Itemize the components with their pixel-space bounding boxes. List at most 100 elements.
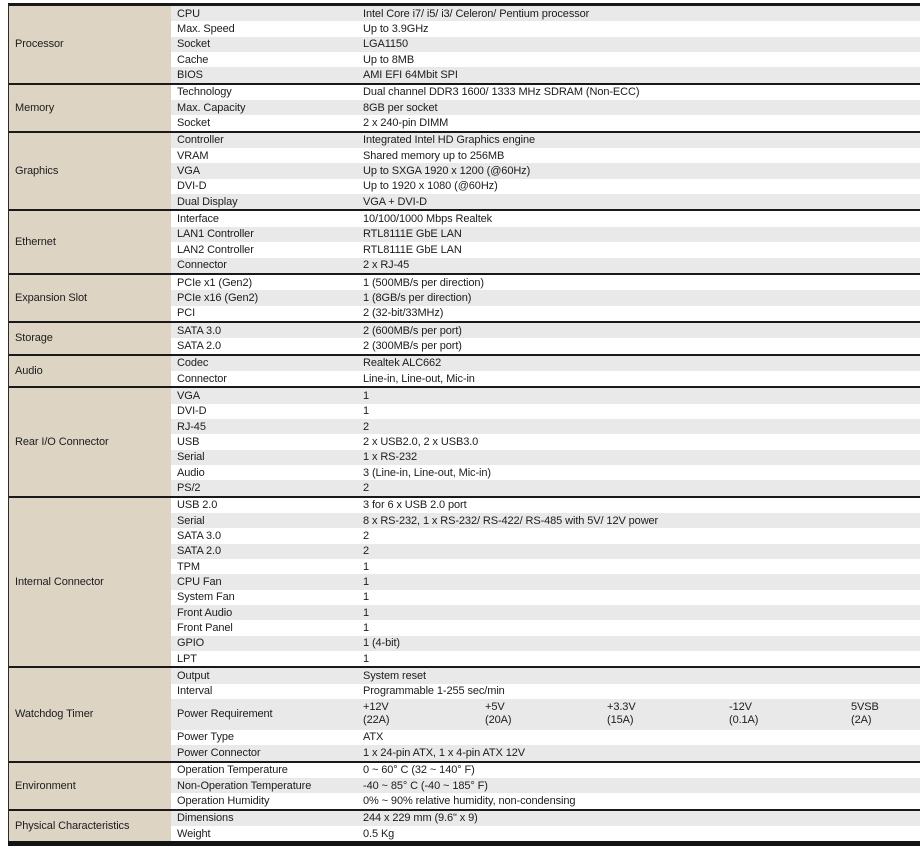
value-cell: 1 xyxy=(363,622,370,635)
category-cell: Expansion Slot xyxy=(9,274,171,321)
section-rows: Controller Integrated Intel HD Graphics e… xyxy=(171,132,920,210)
table-row: Controller Integrated Intel HD Graphics e… xyxy=(171,132,920,149)
item-cell: USB xyxy=(177,435,200,448)
table-row: Cache Up to 8MB xyxy=(171,52,920,68)
table-row: SATA 3.0 2 xyxy=(171,528,920,544)
value-cell: 0.5 Kg xyxy=(363,827,395,840)
value-cell: 2 xyxy=(363,545,370,558)
table-row: USB 2 x USB2.0, 2 x USB3.0 xyxy=(171,434,920,450)
item-cell: Dual Display xyxy=(177,195,238,208)
category-cell: Physical Characteristics xyxy=(9,810,171,842)
value-cell: 2 x 240-pin DIMM xyxy=(363,117,449,130)
item-cell: Output xyxy=(177,670,210,683)
power-rail-amperage: (0.1A) xyxy=(729,714,759,727)
value-cell: 1 xyxy=(363,606,370,619)
table-row: Dual Display VGA + DVI-D xyxy=(171,194,920,210)
table-row: DVI-D Up to 1920 x 1080 (@60Hz) xyxy=(171,178,920,195)
item-cell: Interval xyxy=(177,685,213,698)
table-row: Dimensions 244 x 229 mm (9.6" x 9) xyxy=(171,810,920,826)
table-row: Serial 8 x RS-232, 1 x RS-232/ RS-422/ RS… xyxy=(171,513,920,529)
item-cell: DVI-D xyxy=(177,405,207,418)
item-cell: Serial xyxy=(177,451,205,464)
item-cell: Socket xyxy=(177,117,211,130)
power-rail-voltage: +5V xyxy=(485,701,505,714)
table-row: Technology Dual channel DDR3 1600/ 1333 M… xyxy=(171,84,920,101)
item-cell: Socket xyxy=(177,38,211,51)
item-cell: Controller xyxy=(177,134,224,147)
power-rail-column: +3.3V (15A) xyxy=(607,701,729,727)
value-cell: 1 (4-bit) xyxy=(363,637,400,650)
value-cell: 2 x RJ-45 xyxy=(363,259,410,272)
item-cell: Power Type xyxy=(177,731,234,744)
value-cell: 8GB per socket xyxy=(363,101,438,114)
spec-section: Memory Technology Dual channel DDR3 1600/ … xyxy=(9,82,920,131)
item-cell: LAN1 Controller xyxy=(177,228,254,241)
value-cell: 1 xyxy=(363,560,370,573)
item-cell: Interface xyxy=(177,213,219,226)
value-cell: ATX xyxy=(363,731,384,744)
category-cell: Internal Connector xyxy=(9,497,171,667)
item-cell: PCIe x1 (Gen2) xyxy=(177,276,253,289)
item-cell: Serial xyxy=(177,514,205,527)
table-row: Connector 2 x RJ-45 xyxy=(171,257,920,273)
category-cell: Ethernet xyxy=(9,211,171,273)
category-cell: Rear I/O Connector xyxy=(9,388,171,496)
value-cell: 1 x RS-232 xyxy=(363,451,418,464)
section-rows: Technology Dual channel DDR3 1600/ 1333 M… xyxy=(171,84,920,131)
value-cell: 1 xyxy=(363,389,370,402)
value-cell: Integrated Intel HD Graphics engine xyxy=(363,134,535,147)
section-rows: Dimensions 244 x 229 mm (9.6" x 9) Weight 0… xyxy=(171,810,920,842)
item-cell: VRAM xyxy=(177,149,209,162)
item-cell: Connector xyxy=(177,372,227,385)
table-row: Power Requirement +12V (22A) +5V (20A) +3.3V(… xyxy=(171,699,920,730)
table-row: Max. Speed Up to 3.9GHz xyxy=(171,21,920,37)
value-cell: 2 xyxy=(363,420,370,433)
table-row: Power Connector 1 x 24-pin ATX, 1 x 4-pin… xyxy=(171,745,920,761)
table-row: SATA 2.0 2 (300MB/s per port) xyxy=(171,338,920,354)
item-cell: DVI-D xyxy=(177,180,207,193)
item-cell: USB 2.0 xyxy=(177,499,218,512)
table-row: Front Panel 1 xyxy=(171,620,920,636)
power-rail-column: -12V (0.1A) xyxy=(729,701,851,727)
power-rail-amperage: (15A) xyxy=(607,714,634,727)
table-row: Codec Realtek ALC662 xyxy=(171,355,920,371)
item-cell: PCI xyxy=(177,307,196,320)
table-row: VRAM Shared memory up to 256MB xyxy=(171,148,920,164)
table-row: Connector Line-in, Line-out, Mic-in xyxy=(171,370,920,387)
table-row: Max. Capacity 8GB per socket xyxy=(171,100,920,116)
value-cell: Realtek ALC662 xyxy=(363,357,442,370)
section-rows: Codec Realtek ALC662 Connector Line-in, Lin… xyxy=(171,355,920,387)
table-row: VGA Up to SXGA 1920 x 1200 (@60Hz) xyxy=(171,163,920,179)
power-rail-voltage: -12V xyxy=(729,701,752,714)
table-row: Front Audio 1 xyxy=(171,605,920,621)
section-rows: PCIe x1 (Gen2) 1 (500MB/s per direction) P… xyxy=(171,274,920,321)
power-rail-column: +12V (22A) xyxy=(363,701,485,727)
spec-section: Physical Characteristics Dimensions 244 x … xyxy=(9,808,920,842)
power-rail-column: +5V (20A) xyxy=(485,701,607,727)
value-cell: 0 ~ 60° C (32 ~ 140° F) xyxy=(363,764,475,777)
value-cell: Up to SXGA 1920 x 1200 (@60Hz) xyxy=(363,165,531,178)
category-cell: Graphics xyxy=(9,132,171,210)
category-cell: Environment xyxy=(9,762,171,809)
section-rows: Interface 10/100/1000 Mbps Realtek LAN1 Co… xyxy=(171,211,920,273)
item-cell: CPU Fan xyxy=(177,576,222,589)
table-row: CPU Intel Core i7/ i5/ i3/ Celeron/ Penti… xyxy=(171,6,920,22)
value-cell: Up to 1920 x 1080 (@60Hz) xyxy=(363,180,498,193)
table-row: BIOS AMI EFI 64Mbit SPI xyxy=(171,67,920,83)
item-cell: BIOS xyxy=(177,69,203,82)
table-row: PCIe x16 (Gen2) 1 (8GB/s per direction) xyxy=(171,290,920,306)
value-cell: 2 (32-bit/33MHz) xyxy=(363,307,444,320)
value-cell: 1 (500MB/s per direction) xyxy=(363,276,484,289)
item-cell: Codec xyxy=(177,357,209,370)
value-cell: 1 xyxy=(363,652,370,665)
value-cell: 8 x RS-232, 1 x RS-232/ RS-422/ RS-485 w… xyxy=(363,514,659,527)
bottom-rule-bar xyxy=(8,841,920,846)
table-row: USB 2.0 3 for 6 x USB 2.0 port xyxy=(171,497,920,513)
table-row: Socket 2 x 240-pin DIMM xyxy=(171,115,920,131)
table-row: VGA 1 xyxy=(171,388,920,404)
item-cell: System Fan xyxy=(177,591,235,604)
section-rows: Operation Temperature 0 ~ 60° C (32 ~ 140… xyxy=(171,762,920,809)
value-cell: Intel Core i7/ i5/ i3/ Celeron/ Pentium … xyxy=(363,7,590,20)
table-row: PCI 2 (32-bit/33MHz) xyxy=(171,305,920,321)
value-cell: Dual channel DDR3 1600/ 1333 MHz SDRAM (… xyxy=(363,86,640,99)
